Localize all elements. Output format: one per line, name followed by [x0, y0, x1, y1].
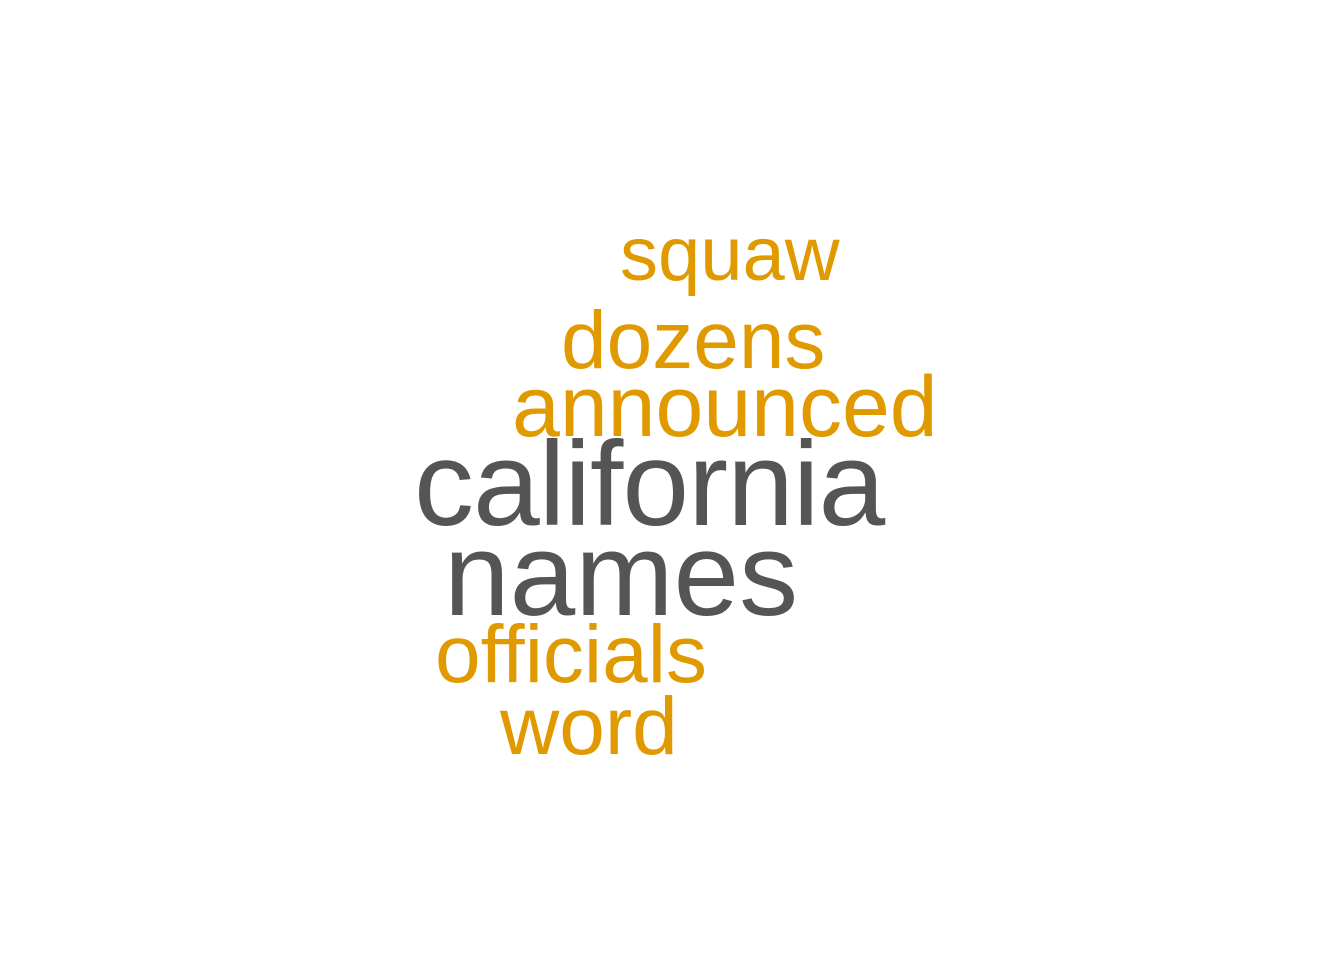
word-names: names	[444, 509, 799, 641]
word-dozens: dozens	[561, 295, 826, 386]
word-officials: officials	[435, 609, 707, 700]
word-squaw: squaw	[620, 212, 840, 297]
word-announced: announced	[512, 359, 938, 455]
word-california: california	[414, 417, 885, 551]
word-word: word	[500, 681, 678, 772]
